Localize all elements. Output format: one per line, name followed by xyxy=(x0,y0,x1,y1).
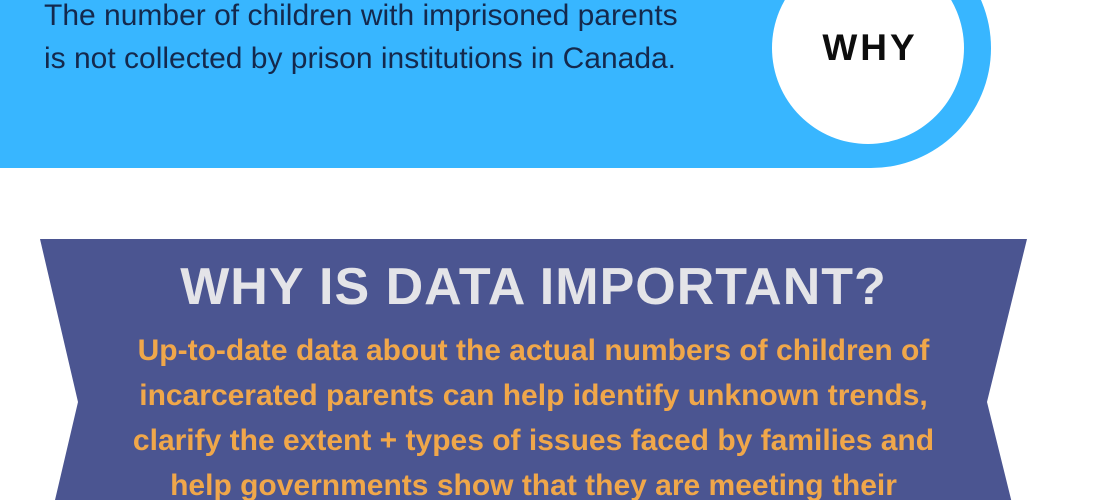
top-banner-text: The number of children with imprisoned p… xyxy=(44,0,678,80)
ribbon-paragraph-line-4: help governments show that they are meet… xyxy=(170,469,897,500)
ribbon-paragraph-line-3: clarify the extent + types of issues fac… xyxy=(132,424,935,457)
ribbon-title: WHY IS DATA IMPORTANT? xyxy=(180,258,887,316)
ribbon-banner-shape xyxy=(40,239,1027,500)
ribbon-paragraph: Up-to-date data about the actual numbers… xyxy=(56,328,1011,500)
ribbon-paragraph-line-1: Up-to-date data about the actual numbers… xyxy=(137,334,930,367)
top-banner-text-line-1: The number of children with imprisoned p… xyxy=(44,0,678,32)
ribbon-paragraph-line-2: incarcerated parents can help identify u… xyxy=(139,379,928,412)
why-badge-label: WHY xyxy=(822,27,918,68)
top-banner-text-line-2: is not collected by prison institutions … xyxy=(44,42,677,75)
